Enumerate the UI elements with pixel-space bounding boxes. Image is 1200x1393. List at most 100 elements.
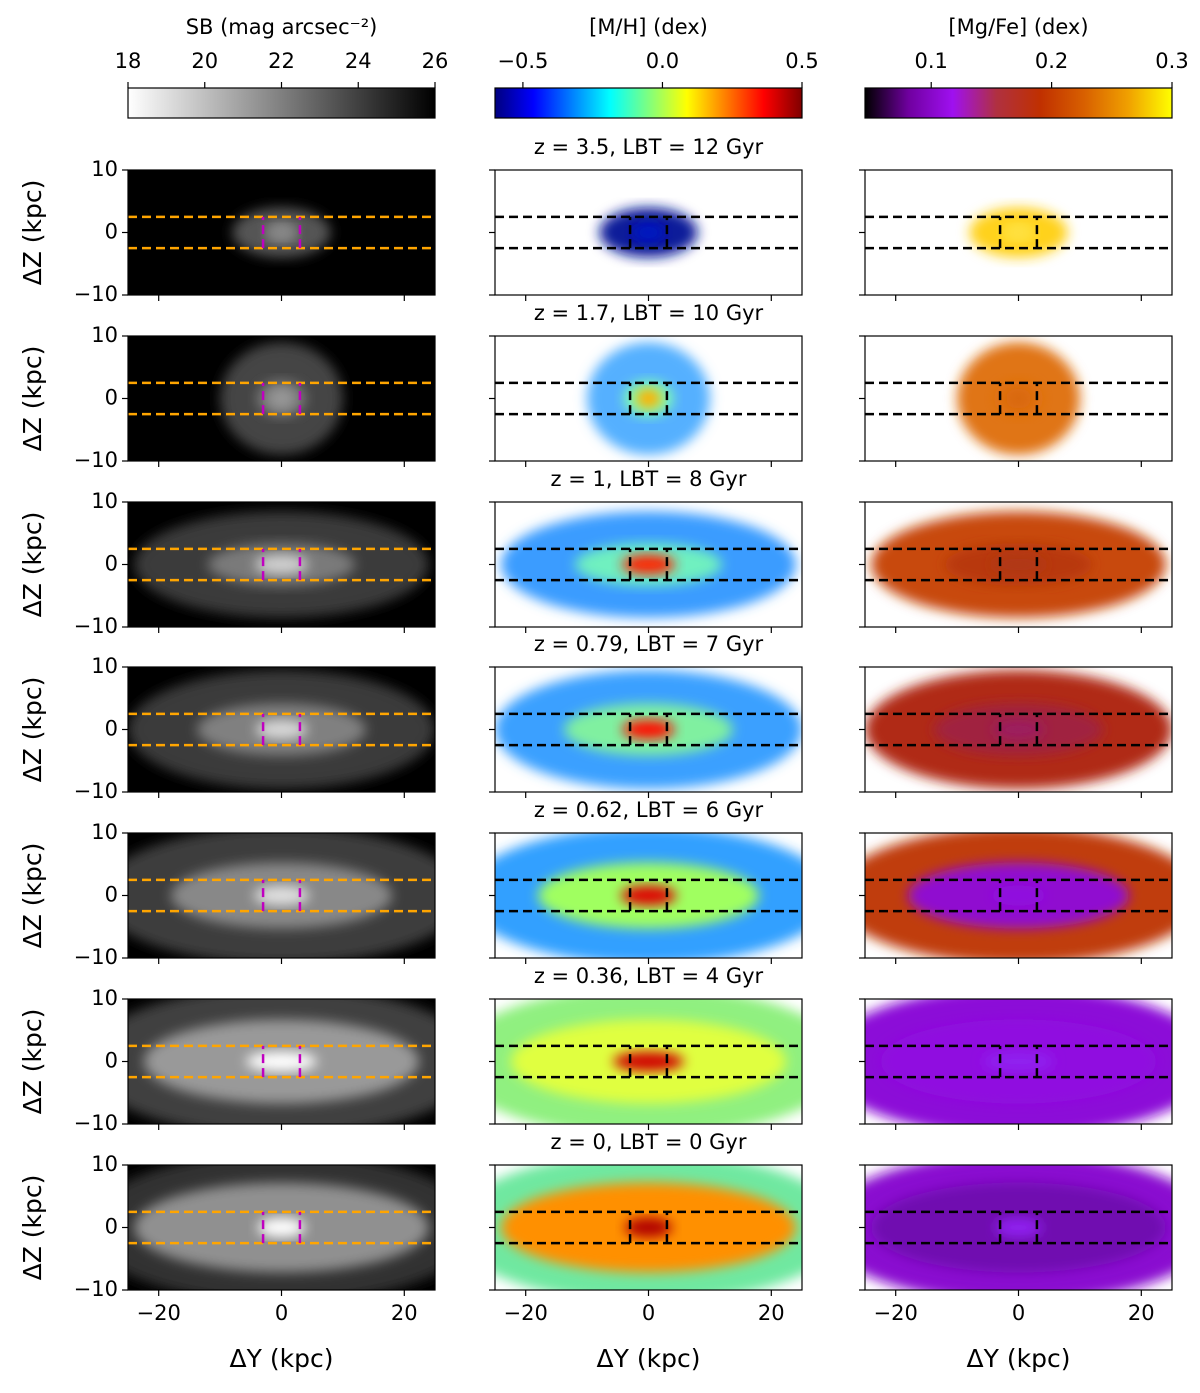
x-tick-label: 20 <box>758 1301 785 1325</box>
heatmap <box>495 170 802 295</box>
y-tick-label: 10 <box>91 986 118 1010</box>
heatmap <box>495 833 802 958</box>
y-tick-label: 0 <box>105 220 118 244</box>
y-axis-label: ΔZ (kpc) <box>18 346 47 452</box>
panel-title: z = 0, LBT = 0 Gyr <box>551 1130 747 1154</box>
y-tick-label: 10 <box>91 654 118 678</box>
heatmap <box>865 667 1172 792</box>
y-tick-label: 0 <box>105 1049 118 1073</box>
heatmap <box>865 336 1172 461</box>
heatmap <box>495 999 802 1124</box>
heatmap-core <box>1003 222 1034 243</box>
y-tick-label: −10 <box>74 1111 118 1135</box>
heatmap <box>128 1165 435 1290</box>
y-tick-label: −10 <box>74 614 118 638</box>
y-tick-label: 0 <box>105 386 118 410</box>
y-axis-label: ΔZ (kpc) <box>18 843 47 949</box>
heatmap-core <box>992 719 1045 740</box>
colorbar-tick-label: 24 <box>345 49 372 73</box>
heatmap-core <box>994 1217 1043 1238</box>
colorbar <box>494 87 803 119</box>
heatmap-core <box>983 1051 1054 1072</box>
y-axis-label: ΔZ (kpc) <box>18 1175 47 1281</box>
heatmap-core <box>620 885 677 906</box>
y-axis-label: ΔZ (kpc) <box>18 677 47 783</box>
y-tick-label: 10 <box>91 489 118 513</box>
y-tick-label: 10 <box>91 323 118 347</box>
heatmap-core <box>991 554 1046 575</box>
x-axis-label: ΔY (kpc) <box>597 1344 701 1373</box>
panel-title: z = 0.36, LBT = 4 Gyr <box>534 964 764 988</box>
heatmap <box>128 336 435 461</box>
heatmap-core <box>613 1051 684 1072</box>
y-tick-label: −10 <box>74 448 118 472</box>
heatmap <box>128 170 435 295</box>
heatmap <box>495 1165 802 1290</box>
colorbar <box>127 87 436 119</box>
heatmap <box>128 833 435 958</box>
heatmap-core <box>633 222 664 243</box>
heatmap <box>495 336 802 461</box>
x-tick-label: 20 <box>1128 1301 1155 1325</box>
y-tick-label: 0 <box>105 883 118 907</box>
x-tick-label: 0 <box>1012 1301 1025 1325</box>
colorbar-tick-label: 20 <box>191 49 218 73</box>
y-axis-label: ΔZ (kpc) <box>18 512 47 618</box>
heatmap <box>865 833 1172 958</box>
heatmap-core <box>635 388 662 409</box>
heatmap-core <box>253 885 310 906</box>
x-tick-label: 0 <box>642 1301 655 1325</box>
colorbar-tick-label: 0.0 <box>646 49 679 73</box>
y-tick-label: −10 <box>74 945 118 969</box>
heatmap-core <box>257 1217 306 1238</box>
heatmap-core <box>255 719 308 740</box>
y-tick-label: 10 <box>91 1152 118 1176</box>
heatmap <box>865 999 1172 1124</box>
colorbar-label: [Mg/Fe] (dex) <box>948 15 1088 39</box>
y-tick-label: 0 <box>105 717 118 741</box>
heatmap-core <box>268 388 295 409</box>
colorbar-label: SB (mag arcsec⁻²) <box>186 15 378 39</box>
colorbar-label: [M/H] (dex) <box>589 15 708 39</box>
heatmap-core <box>622 719 675 740</box>
x-axis-label: ΔY (kpc) <box>967 1344 1071 1373</box>
x-axis-label: ΔY (kpc) <box>230 1344 334 1373</box>
colorbar-tick-label: 0.1 <box>915 49 948 73</box>
heatmap-core <box>621 554 676 575</box>
panel-title: z = 3.5, LBT = 12 Gyr <box>534 135 764 159</box>
panel-title: z = 1.7, LBT = 10 Gyr <box>534 301 764 325</box>
colorbar-tick-label: 0.3 <box>1155 49 1188 73</box>
x-tick-label: −20 <box>874 1301 918 1325</box>
x-tick-label: 0 <box>275 1301 288 1325</box>
panel-title: z = 1, LBT = 8 Gyr <box>551 467 747 491</box>
colorbar <box>864 87 1173 119</box>
heatmap-core <box>266 222 297 243</box>
y-tick-label: −10 <box>74 779 118 803</box>
colorbar-tick-label: 22 <box>268 49 295 73</box>
x-tick-label: 20 <box>391 1301 418 1325</box>
colorbar-tick-label: 0.5 <box>785 49 818 73</box>
y-tick-label: −10 <box>74 282 118 306</box>
heatmap-core <box>246 1051 317 1072</box>
panel-title: z = 0.79, LBT = 7 Gyr <box>534 632 764 656</box>
x-tick-label: −20 <box>504 1301 548 1325</box>
heatmap <box>865 1165 1172 1290</box>
heatmap <box>128 502 435 627</box>
heatmap <box>495 667 802 792</box>
y-tick-label: −10 <box>74 1277 118 1301</box>
heatmap-core <box>254 554 309 575</box>
heatmap <box>128 999 435 1124</box>
colorbar-tick-label: 18 <box>115 49 142 73</box>
heatmap <box>865 170 1172 295</box>
heatmap-core <box>1005 388 1032 409</box>
heatmap <box>495 502 802 627</box>
heatmap-core <box>990 885 1047 906</box>
colorbar-tick-label: 0.2 <box>1035 49 1068 73</box>
y-axis-label: ΔZ (kpc) <box>18 1009 47 1115</box>
y-tick-label: 10 <box>91 820 118 844</box>
y-tick-label: 0 <box>105 1215 118 1239</box>
heatmap-core <box>624 1217 673 1238</box>
x-tick-label: −20 <box>137 1301 181 1325</box>
colorbar-tick-label: 26 <box>422 49 449 73</box>
